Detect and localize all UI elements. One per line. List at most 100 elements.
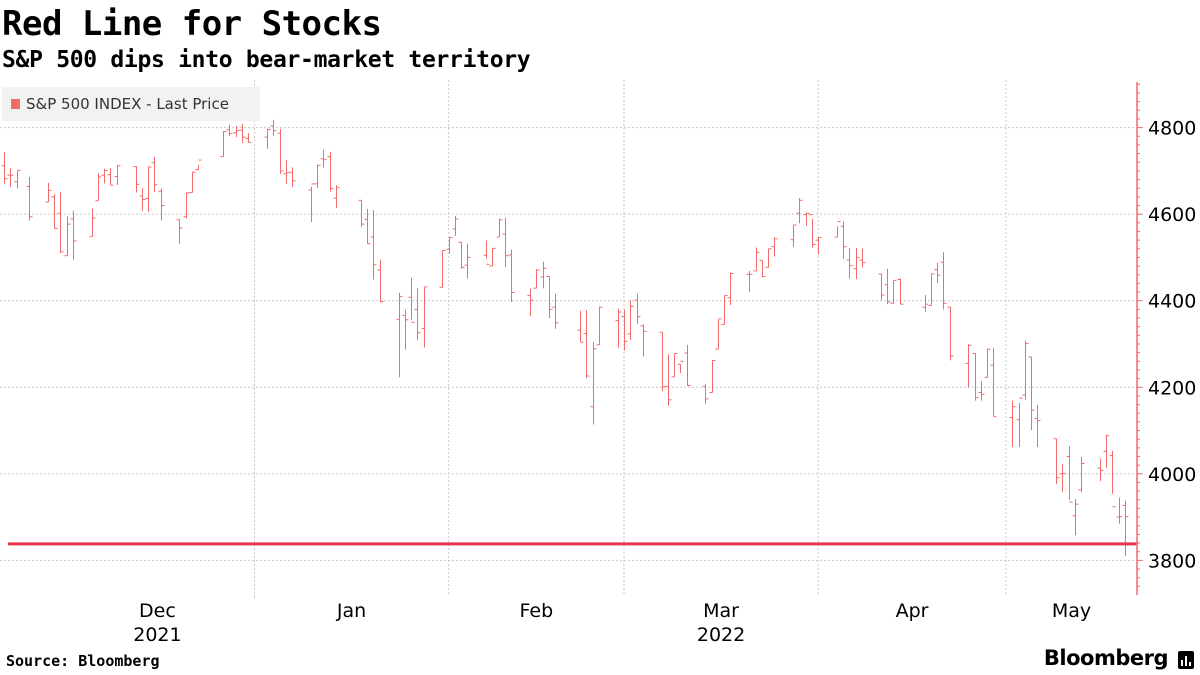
ohlc-bar [940, 252, 947, 310]
grid-lines [0, 80, 1137, 598]
x-tick-label: Apr [896, 600, 929, 622]
ohlc-bar [765, 248, 772, 268]
ohlc-bar [840, 221, 847, 259]
ohlc-bar [615, 308, 622, 348]
ohlc-bar [421, 286, 428, 348]
ohlc-bar [527, 288, 534, 317]
ohlc-bar [702, 383, 709, 404]
ohlc-bar [978, 381, 985, 401]
ohlc-bar [1053, 438, 1060, 485]
ohlc-bar [283, 160, 290, 184]
ohlc-bar [627, 300, 634, 341]
ohlc-bar [133, 166, 140, 193]
ohlc-bar [464, 243, 471, 279]
ohlc-bar [233, 125, 240, 138]
ohlc-bar [965, 343, 972, 388]
ohlc-bar [452, 215, 459, 236]
ohlc-bar [289, 167, 296, 187]
x-tick-label: Jan [336, 600, 366, 622]
y-tick-label: 4600 [1148, 204, 1196, 226]
ohlc-bar [70, 210, 77, 260]
y-tick-label: 4200 [1148, 377, 1196, 399]
legend-swatch [11, 99, 20, 109]
ohlc-bar [1072, 498, 1079, 536]
ohlc-bar [107, 168, 114, 186]
ohlc-bar [1, 152, 8, 184]
ohlc-bar [483, 240, 490, 265]
ohlc-bar [7, 168, 14, 187]
ohlc-bar [834, 221, 841, 238]
ohlc-bar [928, 273, 935, 306]
x-year-label: 2022 [697, 624, 745, 646]
brand-logo: Bloomberg [1043, 646, 1169, 670]
ohlc-bar [984, 348, 991, 378]
ohlc-bar [922, 295, 929, 312]
ohlc-bar [14, 169, 21, 189]
ohlc-bar [890, 279, 897, 304]
ohlc-bar [846, 247, 853, 279]
ohlc-bar [220, 131, 227, 158]
ohlc-bar [195, 159, 202, 171]
ohlc-bar [972, 353, 979, 401]
ohlc-bar [51, 194, 58, 229]
ohlc-bar [333, 185, 340, 209]
ohlc-bar [277, 128, 284, 174]
ohlc-bar [715, 318, 722, 350]
x-year-label: 2021 [133, 624, 181, 646]
ohlc-bar [446, 237, 453, 254]
ohlc-bar [897, 278, 904, 305]
ohlc-bar [370, 210, 377, 280]
ohlc-bar [1016, 397, 1023, 447]
ohlc-bar [264, 128, 271, 149]
ohlc-bar [396, 292, 403, 378]
ohlc-bar [270, 119, 277, 137]
ohlc-bar [640, 324, 647, 357]
ohlc-bar [1097, 458, 1104, 482]
x-tick-label: Feb [519, 600, 553, 622]
ohlc-bar [621, 309, 628, 351]
chart-subtitle: S&P 500 dips into bear-market territory [2, 47, 531, 73]
ohlc-bar [546, 275, 553, 319]
ohlc-bar [508, 249, 515, 303]
ohlc-bar [1078, 456, 1085, 493]
ohlc-bar [878, 273, 885, 301]
ohlc-bar [1103, 434, 1110, 468]
ohlc-bar [226, 124, 233, 137]
ohlc-bar [245, 133, 252, 143]
ohlc-bar [1059, 463, 1066, 492]
ohlc-bar [308, 183, 315, 222]
ohlc-bar [540, 261, 547, 289]
y-tick-label: 4000 [1148, 464, 1196, 486]
ohlc-bar [552, 293, 559, 329]
ohlc-bar [709, 359, 716, 393]
ohlc-bar [1122, 500, 1129, 557]
ohlc-bar [759, 259, 766, 278]
chart-title: Red Line for Stocks [2, 4, 382, 44]
ohlc-bar [314, 164, 321, 189]
ohlc-bar [151, 157, 158, 193]
ohlc-bar [176, 219, 183, 244]
ohlc-bar [583, 310, 590, 379]
ohlc-bar [790, 224, 797, 248]
legend-label: S&P 500 INDEX - Last Price [26, 95, 229, 113]
ohlc-bar [489, 247, 496, 267]
ohlc-bar [358, 199, 365, 227]
ohlc-bar [414, 288, 421, 341]
ohlc-bar [665, 354, 672, 406]
ohlc-bar [139, 188, 146, 211]
ohlc-bar [26, 176, 33, 221]
ohlc-bar [439, 250, 446, 288]
ohlc-bar [496, 218, 503, 238]
ohlc-bar [364, 208, 371, 245]
ohlc-bar [677, 360, 684, 373]
ohlc-bar [1109, 450, 1116, 508]
ohlc-bar [101, 168, 108, 184]
ohlc-bar [158, 188, 165, 221]
x-tick-label: Dec [139, 600, 176, 622]
ohlc-bar [727, 272, 734, 306]
ohlc-bar [803, 212, 810, 226]
ohlc-bar [1022, 340, 1029, 400]
ohlc-bar [64, 216, 71, 257]
